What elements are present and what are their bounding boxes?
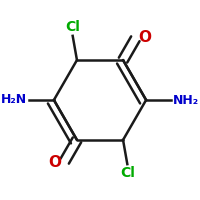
Text: Cl: Cl [120, 166, 135, 180]
Text: NH₂: NH₂ [173, 94, 199, 107]
Text: H₂N: H₂N [1, 93, 27, 106]
Text: O: O [138, 30, 151, 45]
Text: Cl: Cl [65, 20, 80, 34]
Text: O: O [49, 155, 62, 170]
